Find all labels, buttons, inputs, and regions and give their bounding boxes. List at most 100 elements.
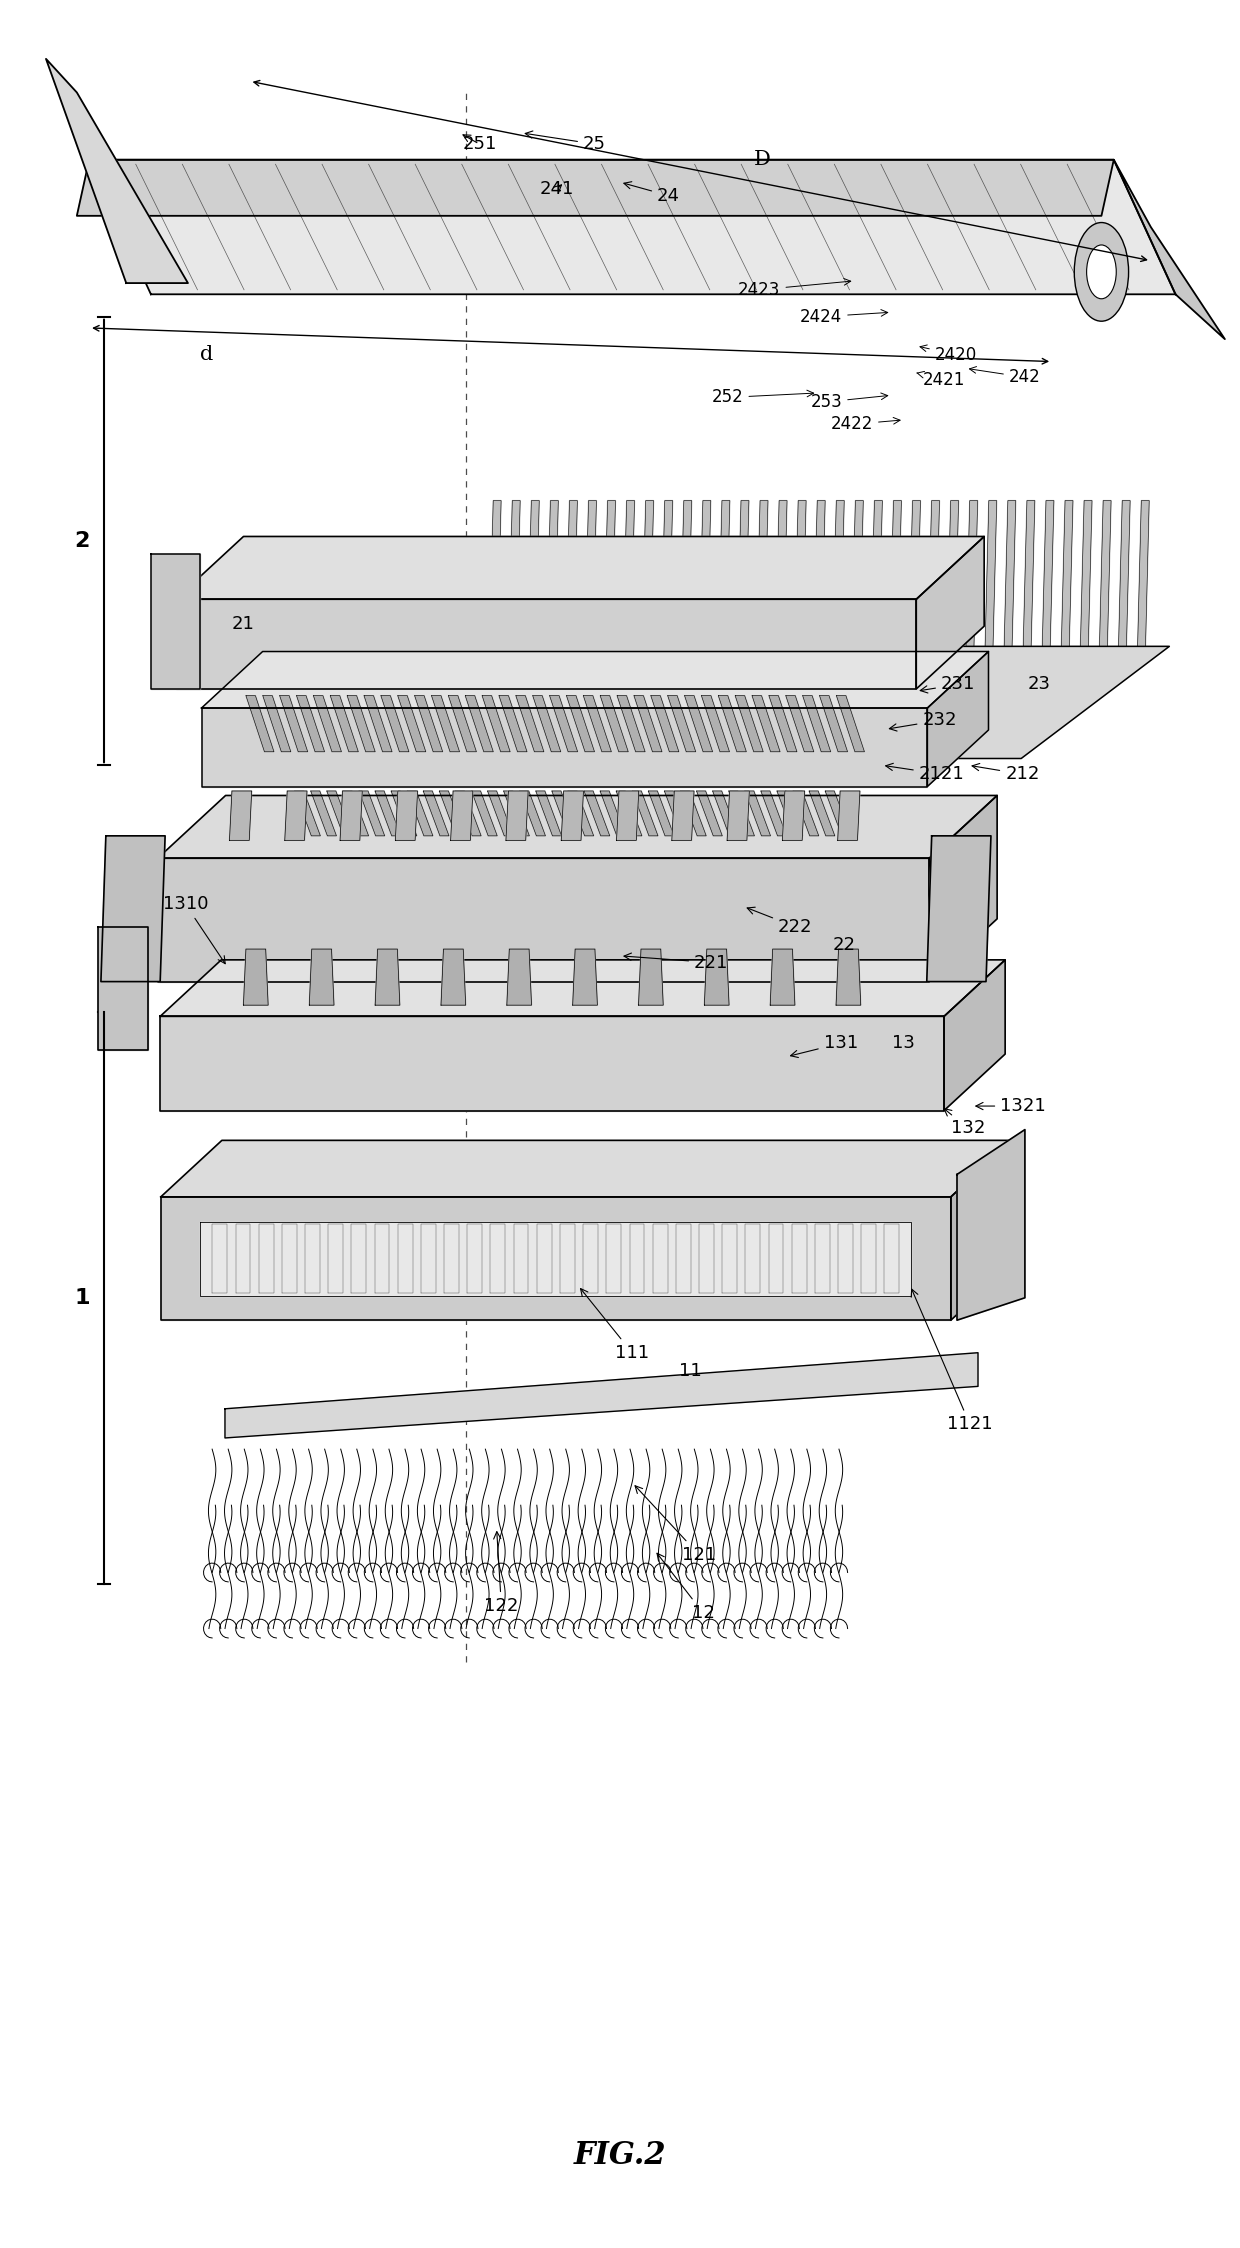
Polygon shape [549, 695, 578, 751]
Polygon shape [506, 791, 528, 841]
Text: 1310: 1310 [162, 895, 226, 964]
Polygon shape [616, 791, 639, 841]
Polygon shape [681, 501, 692, 647]
Polygon shape [777, 791, 802, 836]
Polygon shape [1137, 501, 1149, 647]
Polygon shape [702, 695, 729, 751]
Polygon shape [618, 695, 645, 751]
Polygon shape [642, 501, 653, 647]
Text: 23: 23 [1028, 674, 1050, 692]
Polygon shape [562, 791, 584, 841]
Polygon shape [423, 791, 449, 836]
Polygon shape [503, 791, 529, 836]
Polygon shape [157, 796, 997, 859]
Polygon shape [794, 791, 818, 836]
Polygon shape [343, 791, 368, 836]
Polygon shape [487, 791, 513, 836]
Polygon shape [966, 501, 977, 647]
Polygon shape [374, 791, 401, 836]
Text: 2424: 2424 [800, 308, 888, 326]
Polygon shape [916, 537, 985, 688]
Polygon shape [202, 708, 928, 787]
Polygon shape [471, 791, 497, 836]
Text: 12: 12 [657, 1553, 714, 1621]
Polygon shape [681, 791, 707, 836]
Polygon shape [870, 501, 883, 647]
Polygon shape [160, 1016, 944, 1111]
Polygon shape [697, 791, 722, 836]
Text: 1: 1 [74, 1288, 89, 1308]
Polygon shape [672, 791, 694, 841]
Polygon shape [585, 501, 596, 647]
Text: 2420: 2420 [920, 344, 977, 364]
Polygon shape [547, 501, 558, 647]
Polygon shape [398, 695, 425, 751]
Polygon shape [649, 791, 675, 836]
Text: 253: 253 [811, 393, 888, 411]
Polygon shape [926, 836, 991, 982]
Polygon shape [1114, 160, 1225, 339]
Text: D: D [754, 151, 770, 169]
Text: 1321: 1321 [976, 1097, 1047, 1115]
Polygon shape [1043, 501, 1054, 647]
Polygon shape [466, 647, 1169, 758]
Polygon shape [151, 555, 201, 688]
Text: 131: 131 [791, 1034, 858, 1057]
Polygon shape [573, 949, 598, 1005]
Polygon shape [224, 1353, 978, 1439]
Polygon shape [795, 501, 806, 647]
Text: 2423: 2423 [738, 279, 851, 299]
Polygon shape [360, 791, 384, 836]
Polygon shape [1023, 501, 1035, 647]
Polygon shape [449, 695, 476, 751]
Polygon shape [568, 791, 594, 836]
Circle shape [1074, 223, 1128, 321]
Polygon shape [465, 695, 494, 751]
Text: 231: 231 [920, 674, 976, 692]
Polygon shape [482, 695, 510, 751]
Text: 2121: 2121 [885, 764, 965, 782]
Text: 132: 132 [944, 1108, 986, 1137]
Polygon shape [176, 537, 985, 600]
Polygon shape [77, 160, 1114, 216]
Polygon shape [536, 791, 562, 836]
Polygon shape [668, 695, 696, 751]
Polygon shape [285, 791, 308, 841]
Polygon shape [490, 501, 501, 647]
Polygon shape [639, 949, 663, 1005]
Polygon shape [441, 949, 466, 1005]
Polygon shape [508, 501, 520, 647]
Polygon shape [583, 695, 611, 751]
Polygon shape [498, 695, 527, 751]
Polygon shape [1080, 501, 1092, 647]
Polygon shape [836, 949, 861, 1005]
Polygon shape [157, 859, 929, 982]
Text: 222: 222 [748, 908, 812, 935]
Polygon shape [944, 960, 1006, 1111]
Polygon shape [243, 949, 268, 1005]
Polygon shape [528, 501, 539, 647]
Text: 111: 111 [580, 1288, 650, 1362]
Polygon shape [810, 791, 835, 836]
Polygon shape [909, 501, 920, 647]
Polygon shape [407, 791, 433, 836]
Polygon shape [622, 501, 635, 647]
Polygon shape [770, 949, 795, 1005]
Polygon shape [202, 652, 988, 708]
Polygon shape [311, 791, 336, 836]
Polygon shape [507, 949, 532, 1005]
Polygon shape [396, 791, 418, 841]
Polygon shape [786, 695, 813, 751]
Polygon shape [201, 1221, 911, 1295]
Text: 2421: 2421 [916, 371, 965, 389]
Text: 121: 121 [635, 1486, 715, 1565]
Polygon shape [584, 791, 610, 836]
Polygon shape [735, 695, 763, 751]
Polygon shape [327, 791, 352, 836]
Polygon shape [704, 949, 729, 1005]
Polygon shape [89, 160, 1176, 294]
Polygon shape [852, 501, 863, 647]
Polygon shape [161, 1196, 951, 1320]
Polygon shape [314, 695, 341, 751]
Polygon shape [176, 600, 916, 688]
